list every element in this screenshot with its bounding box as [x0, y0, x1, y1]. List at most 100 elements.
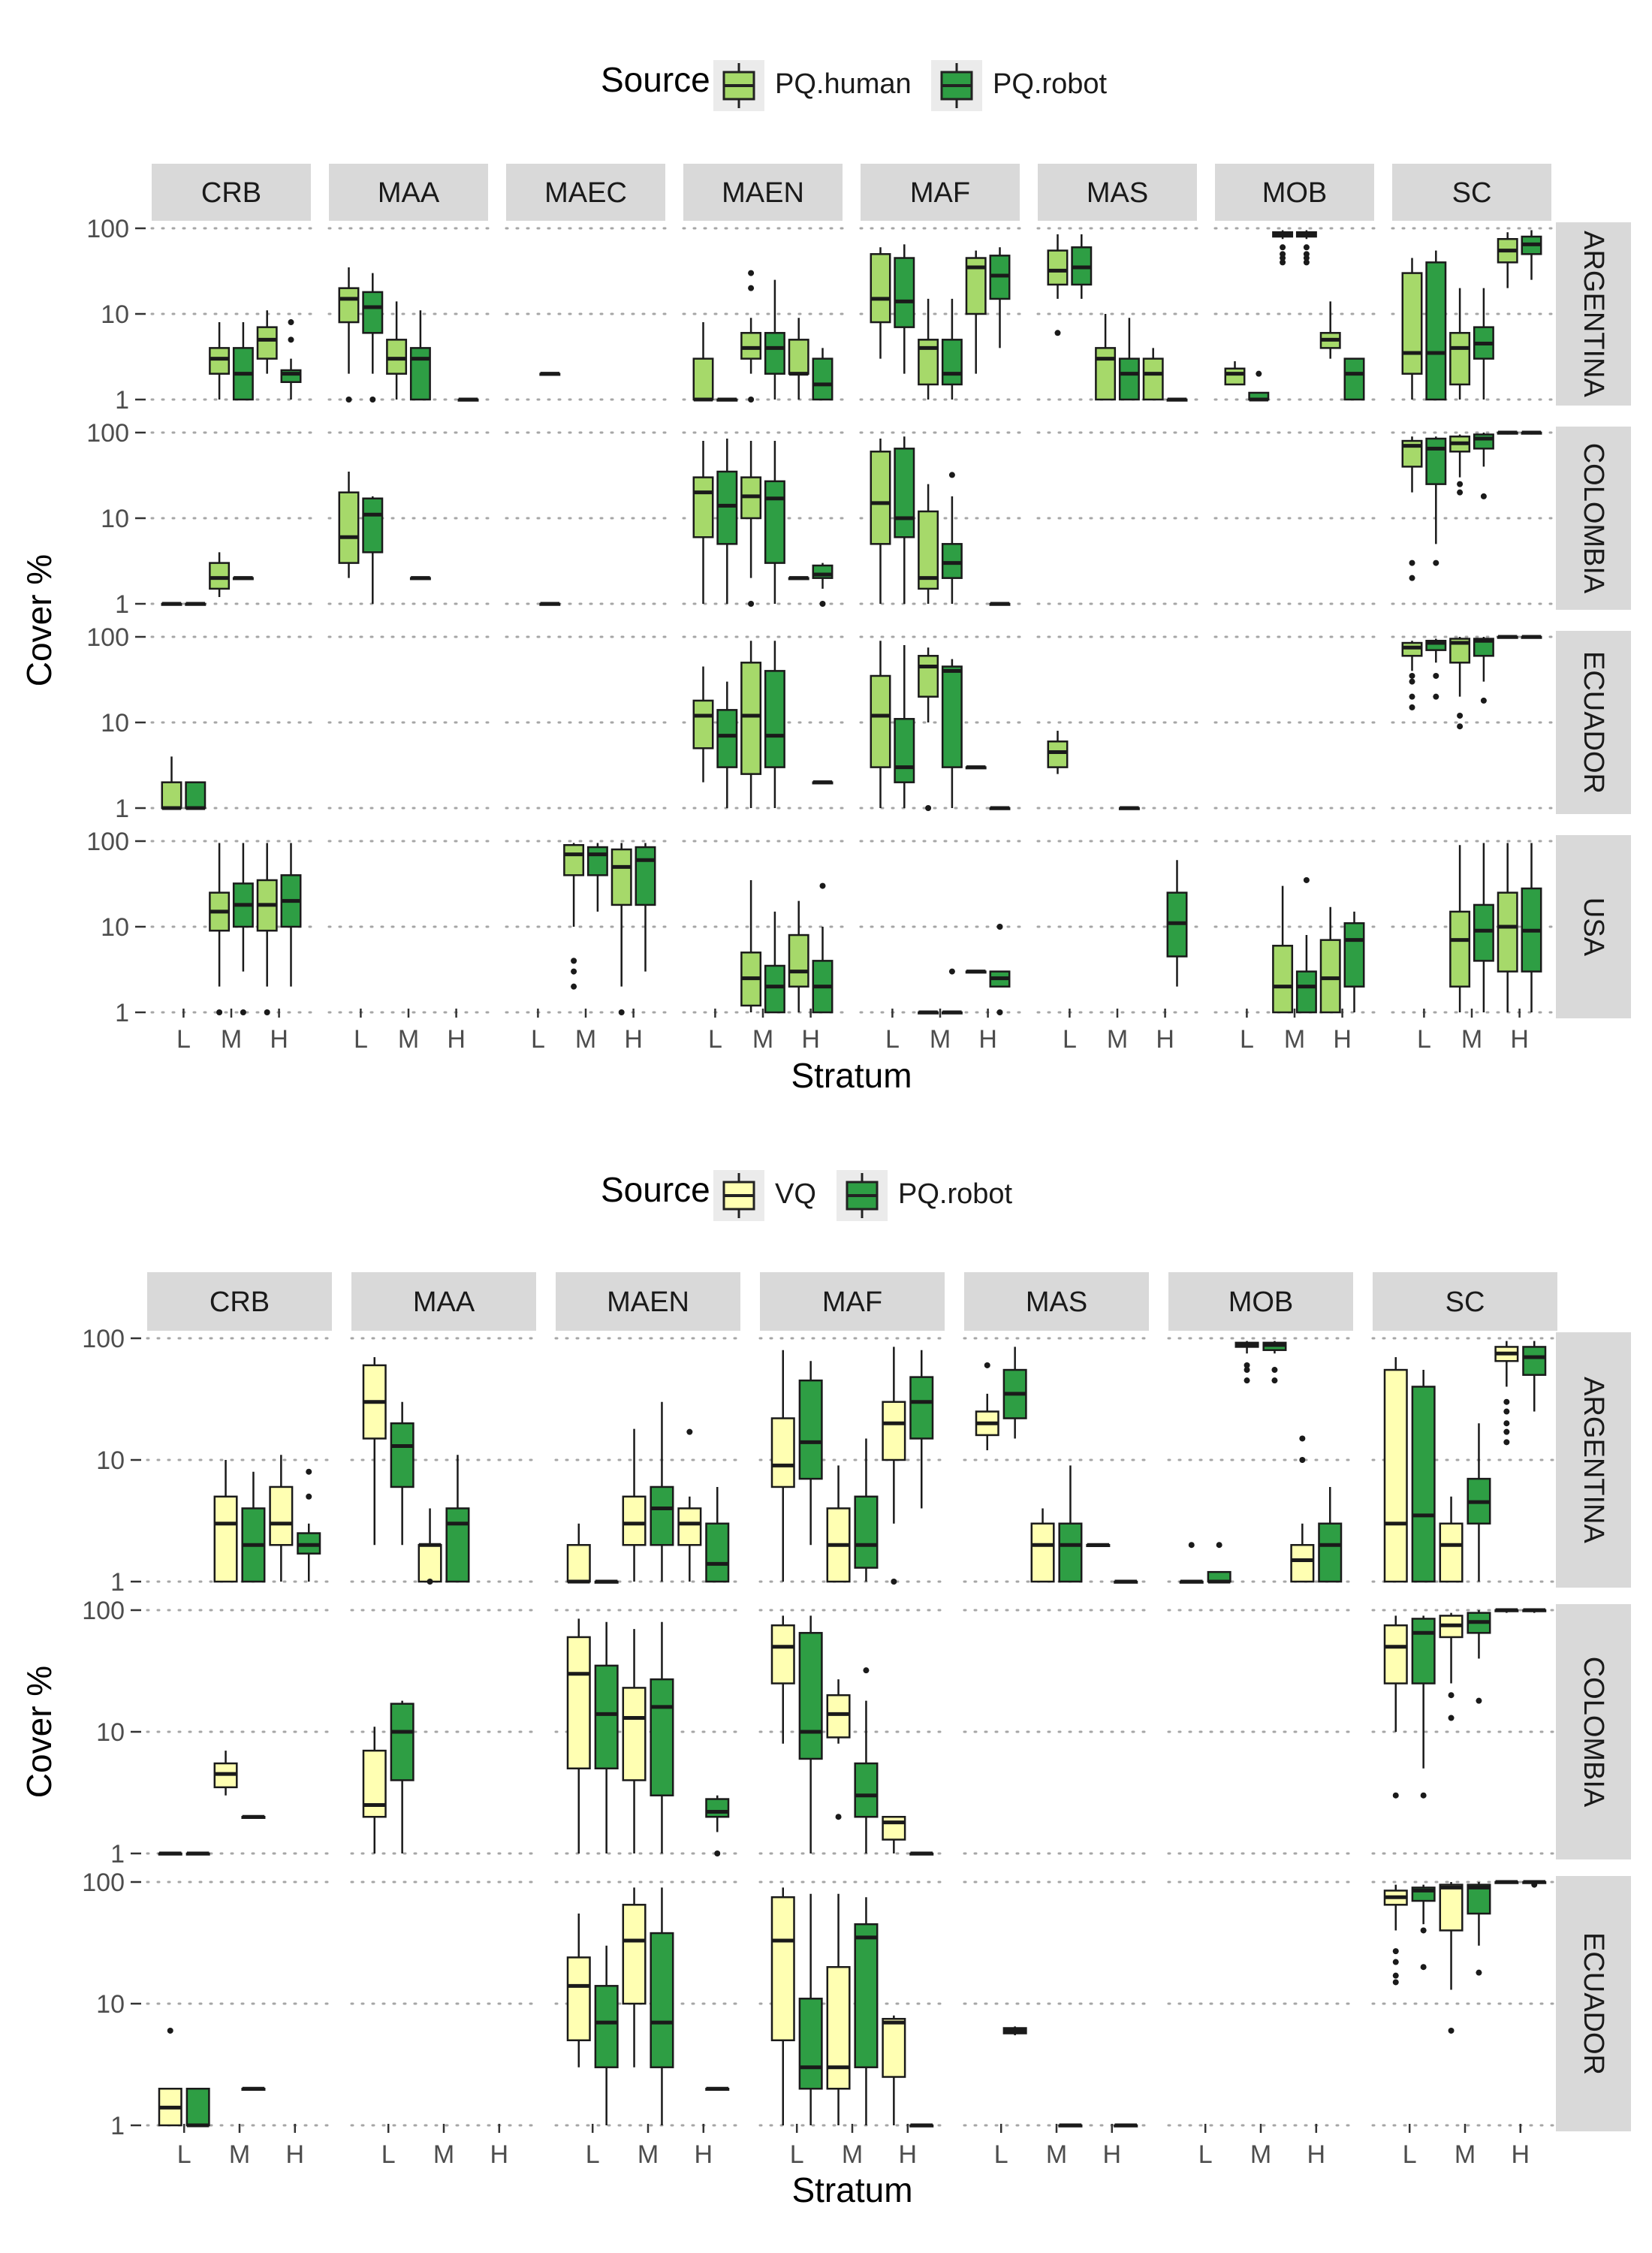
- column-strip-label-maf: MAF: [822, 1286, 882, 1318]
- box-usa-sc-h-pq-human: [1497, 843, 1518, 1012]
- column-strip-maf: [861, 164, 1020, 221]
- box-argentina-maf-m-pq-human: [918, 298, 939, 400]
- outlier-point: [835, 1814, 842, 1820]
- box-argentina-maf-l-pq-human: [870, 247, 891, 359]
- y-tick-label: 1: [115, 999, 129, 1027]
- y-tick-label: 10: [101, 505, 129, 533]
- outlier-point: [1271, 1367, 1278, 1374]
- box-ecuador-sc-l-vq: [1383, 1884, 1408, 1986]
- y-tick-label: 1: [110, 1840, 125, 1868]
- outlier-point: [748, 270, 755, 276]
- legend-key-vq: VQ: [713, 1170, 816, 1221]
- outlier-point: [819, 601, 826, 607]
- box-colombia-crb-m-pq-robot: [241, 1814, 266, 1819]
- box-body: [788, 933, 809, 988]
- outlier-point: [264, 1009, 270, 1015]
- x-tick-label: H: [447, 1025, 466, 1054]
- box-body: [445, 1507, 470, 1583]
- box-body: [650, 1678, 674, 1796]
- row-strip-label-usa: USA: [1578, 897, 1609, 957]
- column-strip-label-crb: CRB: [201, 177, 261, 209]
- box-argentina-sc-h-vq: [1494, 1341, 1519, 1446]
- box-usa-mob-m-pq-human: [1272, 885, 1294, 1014]
- box-ecuador-maen-l-pq-human: [692, 666, 714, 783]
- box-ecuador-maen-m-pq-robot: [650, 1887, 674, 2125]
- box-ecuador-sc-m-pq-human: [1449, 637, 1471, 730]
- box-body: [740, 332, 762, 360]
- x-tick-label: M: [1284, 1025, 1305, 1054]
- y-axis-title: Cover %: [20, 554, 59, 686]
- row-strip-label-argentina: ARGENTINA: [1578, 231, 1609, 397]
- box-argentina-mob-m-pq-human: [1272, 230, 1294, 266]
- outlier-point: [167, 2027, 173, 2034]
- box-body: [161, 781, 182, 810]
- x-tick-label: L: [381, 2140, 396, 2169]
- outlier-point: [1420, 1792, 1427, 1799]
- box-body: [941, 543, 963, 579]
- y-tick-label: 100: [82, 1325, 125, 1353]
- legend-key-pq-robot: PQ.robot: [837, 1170, 1013, 1221]
- box-argentina-sc-l-pq-robot: [1425, 250, 1447, 401]
- outlier-point: [1457, 712, 1464, 719]
- x-tick-label: H: [1156, 1025, 1174, 1054]
- box-colombia-crb-l-pq-human: [161, 602, 182, 606]
- box-colombia-maec-l-pq-robot: [539, 602, 561, 606]
- box-ecuador-sc-h-pq-robot: [1522, 1880, 1547, 1888]
- box-argentina-sc-l-pq-robot: [1411, 1370, 1436, 1583]
- box-body: [635, 846, 656, 906]
- outlier-point: [216, 1009, 223, 1015]
- box-argentina-maen-m-pq-human: [740, 270, 762, 403]
- column-strip-label-maen: MAEN: [607, 1286, 689, 1318]
- row-strip-argentina: [1556, 222, 1631, 406]
- box-argentina-maen-h-pq-robot: [705, 1486, 730, 1583]
- outlier-point: [1433, 559, 1439, 566]
- box-colombia-sc-h-pq-human: [1497, 430, 1518, 435]
- box-body: [586, 846, 608, 876]
- box-argentina-mob-h-vq: [1290, 1435, 1315, 1583]
- row-strip-label-colombia: COLOMBIA: [1578, 443, 1609, 594]
- box-ecuador-mas-m-pq-robot: [1118, 806, 1140, 810]
- box-colombia-maf-m-pq-robot: [941, 472, 963, 604]
- outlier-point: [1503, 1398, 1510, 1405]
- box-body: [1449, 910, 1471, 988]
- outlier-point: [1457, 489, 1464, 496]
- x-tick-label: M: [433, 2140, 454, 2169]
- box-ecuador-crb-l-pq-robot: [185, 2087, 210, 2128]
- box-body: [894, 448, 915, 538]
- box-body: [566, 1543, 591, 1583]
- box-body: [650, 1932, 674, 2068]
- x-tick-label: M: [638, 2140, 659, 2169]
- row-strip-label-colombia: COLOMBIA: [1578, 1657, 1609, 1808]
- box-body: [1272, 945, 1294, 1014]
- box-ecuador-mas-l-pq-human: [1047, 731, 1069, 774]
- outlier-point: [1409, 678, 1415, 685]
- box-argentina-mob-l-pq-robot: [1248, 370, 1270, 402]
- legend-title: Source: [601, 60, 710, 99]
- box-colombia-sc-h-pq-robot: [1521, 430, 1542, 435]
- outlier-point: [1303, 244, 1310, 251]
- box-argentina-maen-l-vq: [566, 1523, 591, 1584]
- row-strip-ecuador: [1556, 631, 1631, 814]
- box-body: [269, 1485, 294, 1546]
- legend-label-pq-robot: PQ.robot: [898, 1178, 1013, 1210]
- box-ecuador-maen-h-pq-robot: [705, 2086, 730, 2091]
- box-colombia-maf-l-pq-robot: [798, 1615, 823, 1853]
- box-argentina-mob-h-pq-robot: [1343, 357, 1365, 401]
- box-colombia-maa-l-vq: [362, 1727, 387, 1853]
- x-tick-label: M: [752, 1025, 773, 1054]
- column-strip-crb: [147, 1272, 332, 1331]
- box-colombia-crb-l-pq-robot: [185, 1851, 210, 1856]
- box-colombia-maf-m-vq: [826, 1679, 851, 1820]
- box-ecuador-maf-h-pq-robot: [909, 2123, 934, 2128]
- outlier-point: [1256, 370, 1262, 377]
- box-body: [941, 339, 963, 386]
- x-tick-label: L: [586, 2140, 600, 2169]
- box-colombia-maen-l-pq-robot: [716, 439, 738, 604]
- box-argentina-maen-h-vq: [677, 1428, 702, 1582]
- box-body: [1411, 1618, 1436, 1684]
- x-axis-title: Stratum: [791, 1056, 912, 1095]
- box-body: [812, 357, 834, 401]
- box-colombia-maen-h-pq-human: [788, 576, 809, 581]
- box-argentina-mas-m-pq-robot: [1118, 318, 1140, 401]
- box-colombia-maen-m-pq-robot: [764, 441, 785, 604]
